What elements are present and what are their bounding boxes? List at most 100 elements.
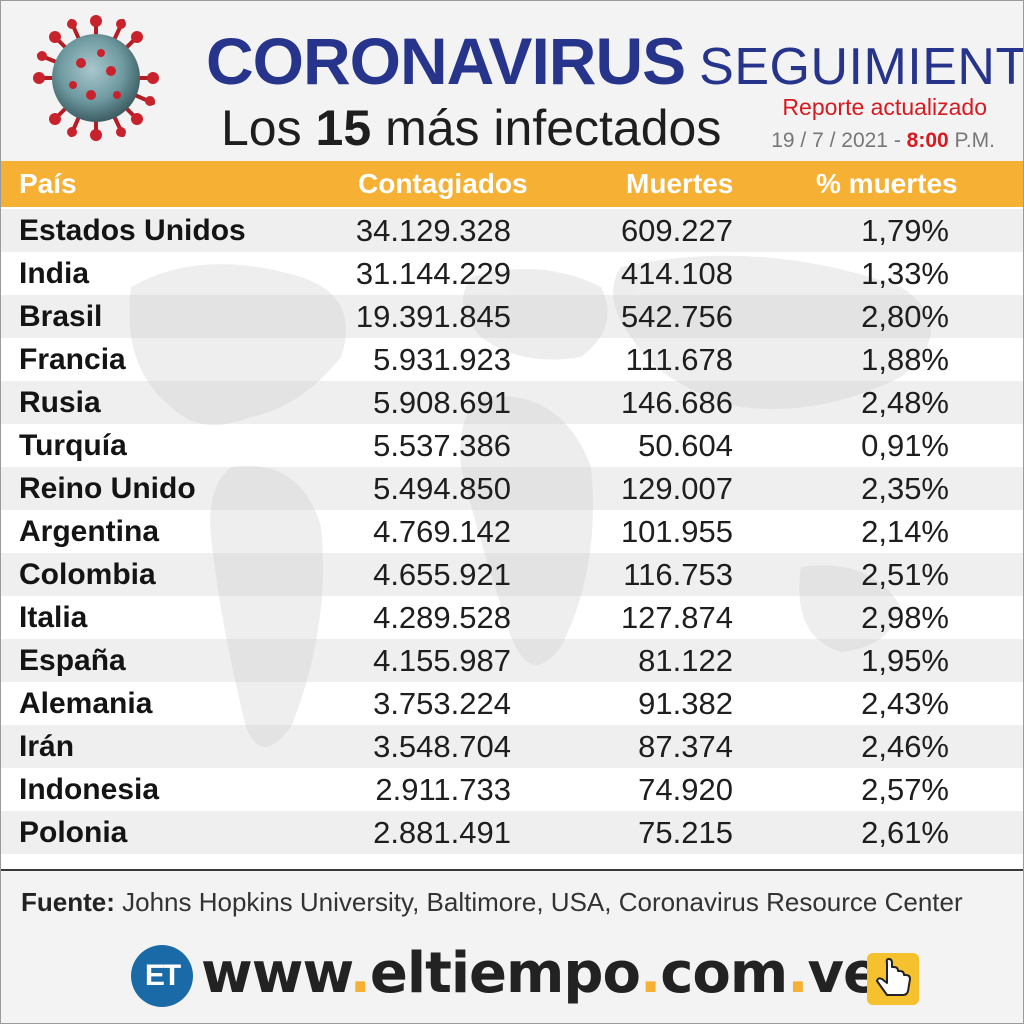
table-row: España 4.155.987 81.122 1,95% — [1, 639, 1023, 682]
death-pct-value: 0,91% — [861, 428, 949, 463]
death-pct-value: 2,35% — [861, 471, 949, 506]
subtitle-prefix: Los — [221, 100, 302, 156]
country-name: Irán — [19, 730, 75, 763]
country-name: Polonia — [19, 816, 128, 849]
cases-value: 3.548.704 — [373, 729, 511, 764]
deaths-value: 127.874 — [620, 600, 733, 635]
death-pct-value: 1,33% — [861, 256, 949, 291]
url-part: com — [660, 941, 788, 1006]
table-row: Polonia 2.881.491 75.215 2,61% — [1, 811, 1023, 854]
country-name: Estados Unidos — [19, 214, 246, 247]
cases-value: 4.155.987 — [373, 643, 511, 678]
cases-value: 4.769.142 — [373, 514, 511, 549]
deaths-value: 81.122 — [638, 643, 733, 678]
cases-value: 4.655.921 — [373, 557, 511, 592]
cases-value: 2.911.733 — [375, 772, 511, 807]
deaths-value: 414.108 — [620, 256, 733, 291]
deaths-value: 74.920 — [638, 772, 733, 807]
table-row: Reino Unido 5.494.850 129.007 2,35% — [1, 467, 1023, 510]
eltiempo-logo: ET — [131, 945, 193, 1007]
cases-value: 31.144.229 — [355, 256, 511, 291]
deaths-value: 129.007 — [620, 471, 733, 506]
country-name: Alemania — [19, 687, 153, 720]
country-name: Brasil — [19, 300, 103, 333]
country-name: Francia — [19, 343, 126, 376]
death-pct-value: 2,98% — [861, 600, 949, 635]
coronavirus-illustration — [33, 15, 159, 141]
source-label: Fuente: — [21, 887, 115, 917]
hand-pointer-icon — [867, 953, 919, 1005]
subtitle-suffix: más infectados — [385, 100, 722, 156]
table-row: Colombia 4.655.921 116.753 2,51% — [1, 553, 1023, 596]
table-row: Indonesia 2.911.733 74.920 2,57% — [1, 768, 1023, 811]
deaths-value: 101.955 — [620, 514, 733, 549]
website-url[interactable]: www.eltiempo.com.ve — [201, 941, 881, 1006]
deaths-value: 146.686 — [620, 385, 733, 420]
cases-value: 5.494.850 — [373, 471, 511, 506]
country-name: Italia — [19, 601, 88, 634]
url-dot: . — [787, 941, 808, 1006]
country-name: Turquía — [19, 429, 127, 462]
column-header-death-pct: % muertes — [816, 168, 958, 199]
column-header-cases: Contagiados — [358, 168, 528, 199]
country-name: Indonesia — [19, 773, 160, 806]
table-row: Brasil 19.391.845 542.756 2,80% — [1, 295, 1023, 338]
table-row: Francia 5.931.923 111.678 1,88% — [1, 338, 1023, 381]
country-name: India — [19, 257, 90, 290]
time-text: 8:00 — [906, 129, 949, 152]
country-name: España — [19, 644, 126, 677]
table-row: Rusia 5.908.691 146.686 2,48% — [1, 381, 1023, 424]
death-pct-value: 2,57% — [861, 772, 949, 807]
deaths-value: 542.756 — [620, 299, 733, 334]
date-text: 19 / 7 / 2021 - — [771, 129, 901, 152]
death-pct-value: 2,80% — [861, 299, 949, 334]
table-row: Italia 4.289.528 127.874 2,98% — [1, 596, 1023, 639]
death-pct-value: 2,51% — [861, 557, 949, 592]
table-row: Alemania 3.753.224 91.382 2,43% — [1, 682, 1023, 725]
country-name: Reino Unido — [19, 472, 196, 505]
country-name: Argentina — [19, 515, 160, 548]
cases-value: 5.537.386 — [373, 428, 511, 463]
report-date: 19 / 7 / 2021 - 8:00 P.M. — [771, 129, 995, 153]
url-dot: . — [349, 941, 371, 1006]
deaths-value: 87.374 — [638, 729, 733, 764]
country-name: Rusia — [19, 386, 101, 419]
deaths-value: 75.215 — [638, 815, 733, 850]
title-main: CORONAVIRUS — [206, 24, 686, 98]
column-header-country: País — [19, 168, 77, 199]
url-dot: . — [639, 941, 661, 1006]
url-part: www — [201, 941, 351, 1006]
source-text: Fuente: Johns Hopkins University, Baltim… — [21, 887, 963, 918]
cases-value: 5.908.691 — [373, 385, 511, 420]
title-sub: SEGUIMIENTO — [699, 38, 1024, 96]
source-description: Johns Hopkins University, Baltimore, USA… — [122, 887, 963, 917]
cases-value: 19.391.845 — [355, 299, 511, 334]
death-pct-value: 2,43% — [861, 686, 949, 721]
page-title: CORONAVIRUS SEGUIMIENTO — [206, 23, 1023, 98]
time-suffix: P.M. — [954, 129, 995, 152]
subtitle: Los 15 más infectados — [221, 99, 721, 157]
table-row: Turquía 5.537.386 50.604 0,91% — [1, 424, 1023, 467]
deaths-value: 50.604 — [638, 428, 733, 463]
table-row: India 31.144.229 414.108 1,33% — [1, 252, 1023, 295]
source-footer: Fuente: Johns Hopkins University, Baltim… — [1, 869, 1023, 931]
death-pct-value: 2,14% — [861, 514, 949, 549]
death-pct-value: 1,79% — [861, 213, 949, 248]
table-row: Irán 3.548.704 87.374 2,46% — [1, 725, 1023, 768]
country-name: Colombia — [19, 558, 156, 591]
table-row: Estados Unidos 34.129.328 609.227 1,79% — [1, 209, 1023, 252]
cases-value: 4.289.528 — [373, 600, 511, 635]
death-pct-value: 2,61% — [861, 815, 949, 850]
header: CORONAVIRUS SEGUIMIENTO Los 15 más infec… — [1, 1, 1023, 161]
subtitle-number: 15 — [315, 100, 372, 156]
url-part: eltiempo — [369, 941, 641, 1006]
report-label: Reporte actualizado — [782, 94, 987, 120]
brand-footer: ET www.eltiempo.com.ve — [1, 931, 1023, 1023]
cases-value: 2.881.491 — [373, 815, 511, 850]
deaths-value: 116.753 — [623, 557, 733, 592]
death-pct-value: 1,95% — [861, 643, 949, 678]
cases-value: 34.129.328 — [355, 213, 511, 248]
deaths-value: 91.382 — [638, 686, 733, 721]
death-pct-value: 2,48% — [861, 385, 949, 420]
